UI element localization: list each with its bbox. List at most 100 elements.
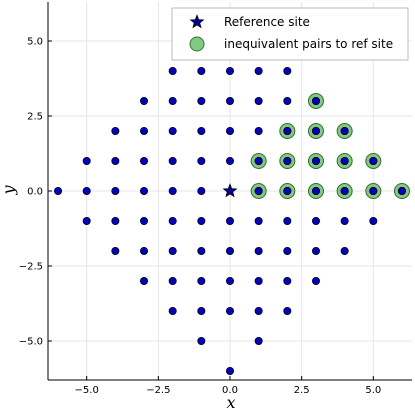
lattice-point — [254, 97, 263, 106]
lattice-point — [140, 156, 149, 165]
lattice-point — [311, 246, 320, 255]
lattice-point — [225, 306, 234, 315]
lattice-point — [225, 246, 234, 255]
y-axis-label: y — [0, 185, 18, 196]
lattice-point — [254, 67, 263, 76]
lattice-point — [283, 127, 292, 136]
lattice-point — [397, 186, 406, 195]
lattice-point — [311, 97, 320, 106]
lattice-point — [254, 186, 263, 195]
lattice-point — [140, 186, 149, 195]
x-tick-label: −5.0 — [75, 385, 99, 396]
legend-star-shape — [189, 14, 205, 29]
lattice-point — [140, 97, 149, 106]
y-tick-label: −2.5 — [19, 262, 43, 273]
lattice-point — [168, 97, 177, 106]
lattice-point — [340, 216, 349, 225]
lattice-point — [197, 156, 206, 165]
lattice-point — [225, 216, 234, 225]
legend-star-marker — [189, 14, 205, 29]
lattice-point — [311, 127, 320, 136]
lattice-point — [197, 246, 206, 255]
lattice-point — [82, 216, 91, 225]
lattice-point — [340, 127, 349, 136]
lattice-point — [111, 127, 120, 136]
lattice-point — [283, 156, 292, 165]
lattice-point — [311, 186, 320, 195]
lattice-point — [311, 216, 320, 225]
y-tick-label: 2.5 — [27, 112, 43, 123]
lattice-point — [168, 276, 177, 285]
reference-site-marker — [222, 183, 238, 198]
lattice-point — [225, 127, 234, 136]
lattice-point — [111, 216, 120, 225]
lattice-point — [311, 276, 320, 285]
lattice-point — [340, 246, 349, 255]
lattice-point — [283, 67, 292, 76]
lattice-point — [254, 276, 263, 285]
lattice-point — [197, 97, 206, 106]
lattice-point — [283, 276, 292, 285]
lattice-point — [197, 67, 206, 76]
lattice-point — [140, 276, 149, 285]
lattice-point — [225, 276, 234, 285]
y-tick-label: 0.0 — [27, 187, 43, 198]
y-tick-label: 5.0 — [27, 37, 43, 48]
lattice-point — [225, 366, 234, 375]
lattice-point — [254, 306, 263, 315]
lattice-point — [311, 156, 320, 165]
lattice-point — [283, 306, 292, 315]
lattice-point — [197, 216, 206, 225]
legend-circle-marker — [189, 36, 205, 52]
lattice-point — [369, 186, 378, 195]
lattice-point — [111, 246, 120, 255]
lattice-point — [283, 216, 292, 225]
axes — [47, 2, 412, 381]
lattice-point — [369, 216, 378, 225]
lattice-point — [340, 156, 349, 165]
lattice-point — [82, 186, 91, 195]
lattice-point — [283, 97, 292, 106]
legend-box — [171, 7, 409, 61]
legend-label-inequivalent-pairs: inequivalent pairs to ref site — [224, 37, 393, 51]
x-axis-label: x — [226, 393, 235, 412]
y-tick-label: −5.0 — [19, 337, 43, 348]
lattice-point — [254, 336, 263, 345]
lattice-point — [111, 156, 120, 165]
lattice-point — [168, 306, 177, 315]
lattice-point — [197, 276, 206, 285]
lattice-point — [168, 156, 177, 165]
lattice-point — [225, 97, 234, 106]
tick-labels: −5.0 −2.5 0.0 2.5 5.0 −5.0 −2.5 0.0 2.5 5.0 — [19, 37, 382, 397]
lattice-point — [225, 67, 234, 76]
lattice-point — [54, 186, 63, 195]
legend: Reference site inequivalent pairs to ref… — [171, 7, 409, 61]
lattice-point — [225, 156, 234, 165]
x-tick-label: 0.0 — [222, 385, 238, 396]
lattice-point — [111, 186, 120, 195]
lattice-point — [197, 127, 206, 136]
lattice-point — [197, 186, 206, 195]
lattice-point — [168, 186, 177, 195]
lattice-point — [168, 216, 177, 225]
lattice-point — [140, 246, 149, 255]
x-tick-label: −2.5 — [146, 385, 170, 396]
lattice-point — [254, 216, 263, 225]
lattice-point — [168, 246, 177, 255]
lattice-point — [168, 67, 177, 76]
lattice-point — [254, 156, 263, 165]
x-tick-label: 5.0 — [365, 385, 381, 396]
lattice-point — [168, 127, 177, 136]
lattice-point — [369, 156, 378, 165]
legend-label-reference-site: Reference site — [224, 15, 310, 29]
lattice-point — [197, 336, 206, 345]
x-tick-label: 2.5 — [294, 385, 310, 396]
lattice-point — [254, 127, 263, 136]
data-points — [54, 67, 410, 375]
lattice-point — [197, 306, 206, 315]
lattice-point — [82, 156, 91, 165]
lattice-point — [140, 216, 149, 225]
